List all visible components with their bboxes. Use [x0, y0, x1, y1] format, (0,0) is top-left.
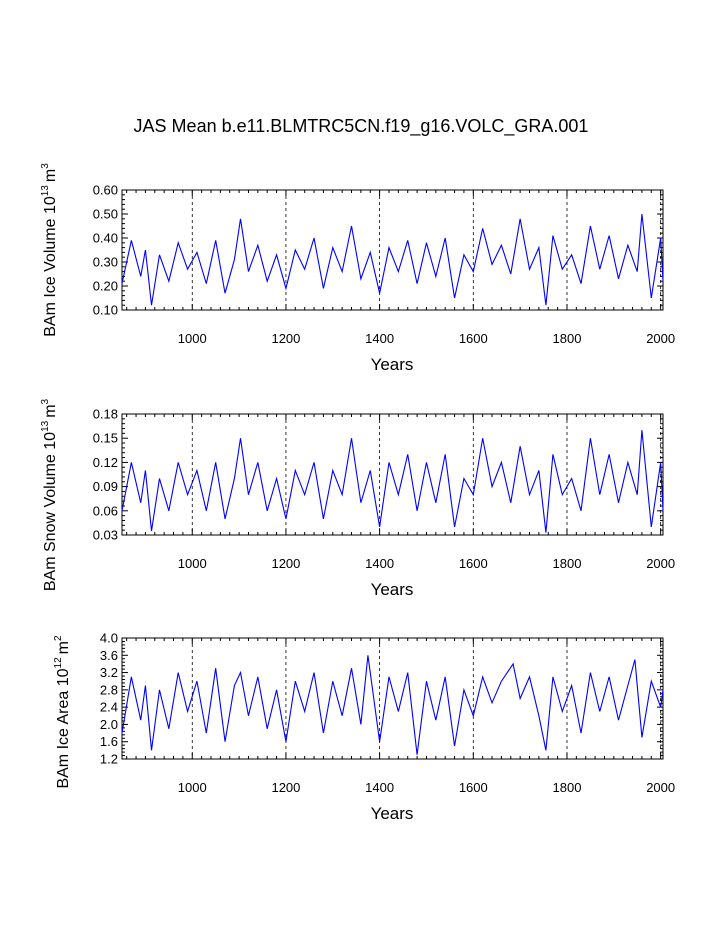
y-tick-label: 0.06 [93, 503, 118, 518]
figure-title: JAS Mean b.e11.BLMTRC5CN.f19_g16.VOLC_GR… [134, 116, 589, 137]
x-tick-labels: 1000 1200 1400 1600 1800 2000 [178, 331, 675, 346]
y-tick-label: 2.8 [100, 682, 118, 697]
x-tick-label: 1800 [553, 331, 582, 346]
y-axis-label-text: BAm Snow Volume 10 [42, 432, 59, 591]
x-axis-label: Years [371, 580, 414, 599]
x-tick-label: 1600 [459, 331, 488, 346]
x-tick-label: 1800 [553, 556, 582, 571]
y-axis-label-exponent: 13 [40, 185, 51, 197]
x-axis-label: Years [371, 804, 414, 823]
y-axis-label-unit-exponent: 2 [53, 635, 64, 641]
x-tick-label: 2000 [646, 780, 675, 795]
x-tick-label: 1000 [178, 780, 207, 795]
series-line [121, 655, 664, 755]
y-axis-label-exponent: 12 [53, 657, 64, 669]
x-tick-label: 1800 [553, 780, 582, 795]
plot-frame [121, 637, 664, 760]
y-tick-label: 0.09 [93, 479, 118, 494]
y-tick-label: 0.30 [93, 255, 118, 270]
panel-ice-area: 1.2 1.6 2.0 2.4 2.8 3.2 3.6 4.0 1000 1200 1400 160… [53, 631, 675, 824]
y-axis-label-unit-exponent: 3 [40, 398, 51, 404]
y-axis-label-unit-exponent: 3 [40, 163, 51, 169]
series-line [121, 213, 664, 306]
y-tick-label: 1.6 [100, 734, 118, 749]
y-tick-label: 0.12 [93, 455, 118, 470]
y-tick-labels: 1.2 1.6 2.0 2.4 2.8 3.2 3.6 4.0 [100, 631, 118, 767]
x-tick-label: 1400 [365, 331, 394, 346]
y-tick-labels: 0.10 0.20 0.30 0.40 0.50 0.60 [93, 183, 118, 318]
x-tick-labels: 1000 1200 1400 1600 1800 2000 [178, 780, 675, 795]
y-tick-label: 0.50 [93, 207, 118, 222]
y-axis-label: BAm Ice Area 1012 m2 [53, 635, 72, 789]
y-tick-label: 2.0 [100, 717, 118, 732]
grid-lines [191, 638, 662, 759]
x-tick-label: 1400 [365, 556, 394, 571]
x-tick-labels: 1000 1200 1400 1600 1800 2000 [178, 556, 675, 571]
y-tick-label: 1.2 [100, 752, 118, 767]
grid-lines [191, 190, 662, 310]
y-axis-label: BAm Snow Volume 1013 m3 [40, 398, 59, 591]
plot-frame [121, 413, 664, 536]
y-tick-label: 0.40 [93, 231, 118, 246]
panel-ice-volume: 0.10 0.20 0.30 0.40 0.50 0.60 1000 1200 1400 160… [40, 163, 675, 374]
y-tick-label: 0.03 [93, 528, 118, 543]
x-tick-label: 2000 [646, 331, 675, 346]
x-tick-label: 1200 [271, 780, 300, 795]
y-tick-label: 3.2 [100, 665, 118, 680]
x-tick-label: 1200 [271, 331, 300, 346]
y-tick-label: 0.60 [93, 183, 118, 198]
y-tick-label: 0.10 [93, 303, 118, 318]
y-axis-label-unit: m [42, 169, 59, 182]
axis-ticks [122, 189, 663, 311]
y-axis-label-unit: m [55, 641, 72, 654]
y-axis-label: BAm Ice Volume 1013 m3 [40, 163, 59, 337]
y-tick-label: 0.20 [93, 279, 118, 294]
x-tick-label: 1000 [178, 556, 207, 571]
y-axis-label-text: BAm Ice Area 10 [55, 668, 72, 788]
y-axis-label-text: BAm Ice Volume 10 [42, 196, 59, 337]
axis-ticks [122, 637, 663, 760]
x-axis-label: Years [371, 355, 414, 374]
x-tick-label: 2000 [646, 556, 675, 571]
y-tick-label: 2.4 [100, 700, 118, 715]
x-tick-label: 1600 [459, 556, 488, 571]
y-tick-label: 3.6 [100, 648, 118, 663]
y-tick-label: 0.15 [93, 431, 118, 446]
x-tick-label: 1400 [365, 780, 394, 795]
grid-lines [191, 414, 662, 535]
y-tick-label: 4.0 [100, 631, 118, 646]
y-axis-label-unit: m [42, 404, 59, 417]
panel-snow-volume: 0.03 0.06 0.09 0.12 0.15 0.18 1000 1200 1400 160… [40, 398, 675, 599]
series-line [121, 430, 664, 533]
x-tick-label: 1000 [178, 331, 207, 346]
plot-frame [121, 189, 664, 311]
y-tick-label: 0.18 [93, 407, 118, 422]
y-tick-labels: 0.03 0.06 0.09 0.12 0.15 0.18 [93, 407, 118, 543]
y-axis-label-exponent: 13 [40, 420, 51, 432]
x-tick-label: 1200 [271, 556, 300, 571]
x-tick-label: 1600 [459, 780, 488, 795]
